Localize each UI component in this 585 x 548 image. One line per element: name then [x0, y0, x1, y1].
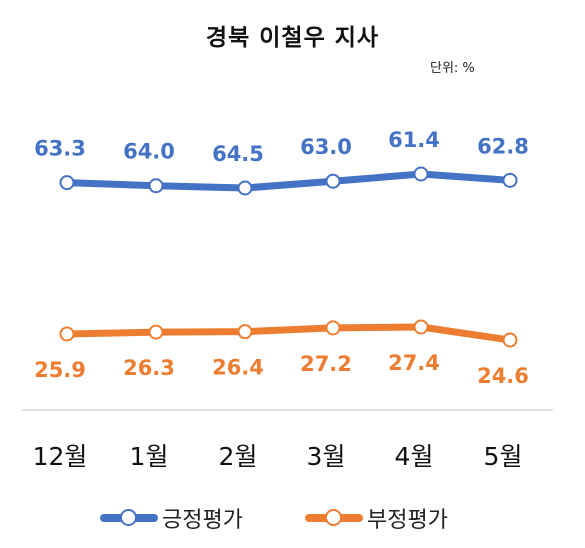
x-tick-label-2: 2월	[219, 442, 258, 471]
data-label-0-4: 61.4	[388, 128, 440, 152]
data-point-0-5	[502, 172, 518, 188]
legend-item-negative: 부정평가	[305, 500, 448, 536]
data-point-0-2	[237, 180, 253, 196]
data-point-1-1	[148, 324, 164, 340]
legend-swatch-negative	[305, 508, 363, 528]
series-line-0	[63, 170, 514, 192]
data-point-1-4	[413, 319, 429, 335]
data-label-0-5: 62.8	[477, 134, 529, 158]
chart-title: 경북 이철우 지사	[205, 25, 380, 51]
data-point-0-4	[413, 166, 429, 182]
unit-label: 단위: %	[430, 61, 475, 76]
data-label-0-0: 63.3	[34, 137, 86, 161]
x-tick-label-0: 12월	[33, 442, 88, 471]
data-point-0-1	[148, 178, 164, 194]
x-tick-label-3: 3월	[307, 442, 346, 471]
x-tick-label-4: 4월	[395, 442, 434, 471]
data-point-1-5	[502, 332, 518, 348]
x-tick-label-5: 5월	[484, 442, 523, 471]
data-label-1-4: 27.4	[388, 351, 440, 375]
data-label-1-1: 26.3	[123, 356, 175, 380]
data-label-1-0: 25.9	[34, 358, 86, 382]
data-point-0-0	[59, 175, 75, 191]
legend-swatch-positive	[100, 508, 158, 528]
data-label-1-5: 24.6	[477, 364, 529, 388]
data-label-1-2: 26.4	[212, 356, 264, 380]
data-point-0-3	[325, 173, 341, 189]
data-label-0-2: 64.5	[212, 142, 264, 166]
data-label-0-3: 63.0	[300, 135, 352, 159]
data-label-1-3: 27.2	[300, 352, 352, 376]
data-label-0-1: 64.0	[123, 140, 175, 164]
x-tick-label-1: 1월	[130, 442, 169, 471]
legend-label-negative: 부정평가	[367, 508, 448, 533]
legend-item-positive: 긍정평가	[100, 500, 243, 536]
series-line-1	[63, 323, 514, 344]
data-point-1-0	[59, 326, 75, 342]
legend-label-positive: 긍정평가	[162, 508, 243, 533]
data-point-1-2	[237, 324, 253, 340]
data-point-1-3	[325, 320, 341, 336]
